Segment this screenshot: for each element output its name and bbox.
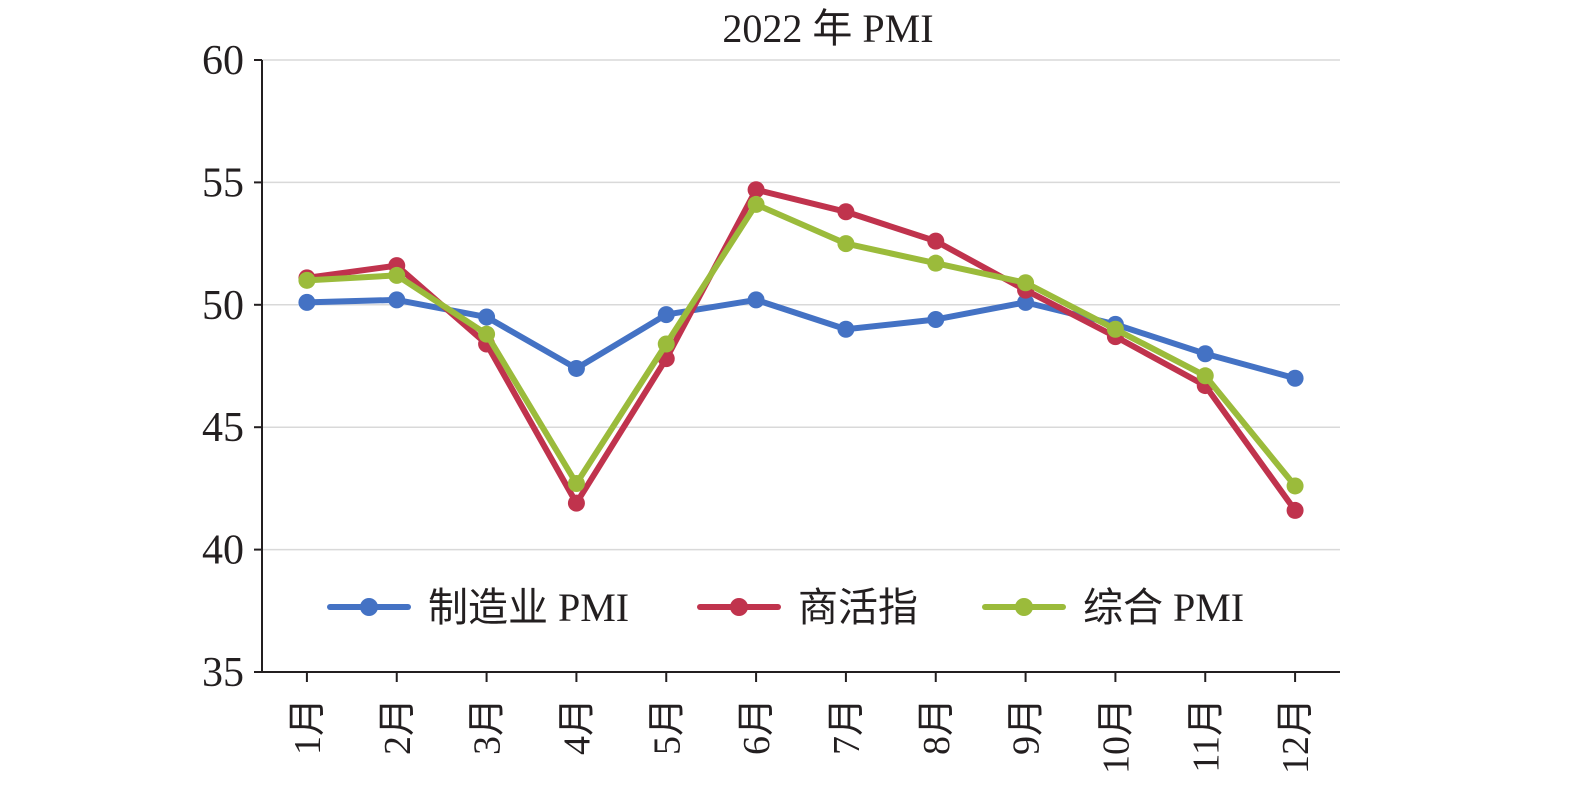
series-3 — [298, 195, 1304, 495]
data-point — [837, 235, 855, 253]
series-line — [303, 186, 1299, 514]
x-tick-label: 8月 — [916, 698, 958, 755]
x-tick-label: 1月 — [287, 698, 329, 755]
x-tick-label: 4月 — [556, 698, 598, 755]
legend: 制造业 PMI 商活指 综合 PMI — [327, 585, 1244, 630]
legend-label: 综合 PMI — [1083, 585, 1244, 630]
data-point — [1017, 274, 1035, 292]
data-point — [1106, 320, 1124, 338]
data-point — [1196, 367, 1214, 385]
legend-swatch-marker — [730, 598, 748, 616]
legend-item: 综合 PMI — [982, 585, 1244, 630]
data-point — [1196, 345, 1214, 363]
y-tick-label: 35 — [202, 650, 244, 696]
legend-item: 制造业 PMI — [327, 585, 629, 630]
x-tick-label: 10月 — [1095, 698, 1137, 774]
data-point — [1286, 369, 1304, 387]
data-point — [1286, 477, 1304, 495]
data-point — [747, 195, 765, 213]
data-point — [388, 266, 406, 284]
data-point — [837, 203, 855, 221]
data-point — [567, 494, 585, 512]
data-point — [1017, 293, 1035, 311]
x-tick-label: 12月 — [1275, 698, 1317, 774]
chart-title: 2022 年 PMI — [722, 6, 933, 51]
series-line — [303, 201, 1299, 489]
data-point — [657, 306, 675, 324]
series-1 — [298, 291, 1304, 387]
data-point — [837, 320, 855, 338]
data-point — [478, 325, 496, 343]
legend-label: 制造业 PMI — [428, 585, 629, 630]
series-lines — [298, 181, 1304, 519]
data-point — [567, 475, 585, 493]
data-point — [567, 359, 585, 377]
data-point — [927, 254, 945, 272]
x-tick-label: 3月 — [467, 698, 509, 755]
legend-swatch-marker — [360, 598, 378, 616]
y-tick-label: 50 — [202, 283, 244, 329]
data-point — [1286, 501, 1304, 519]
y-tick-label: 45 — [202, 405, 244, 451]
data-point — [298, 293, 316, 311]
series-line — [303, 296, 1299, 382]
x-tick-label: 11月 — [1185, 698, 1227, 773]
y-tick-label: 55 — [202, 160, 244, 206]
data-point — [298, 271, 316, 289]
data-point — [657, 335, 675, 353]
x-tick-label: 2月 — [377, 698, 419, 755]
x-tick-label: 9月 — [1006, 698, 1048, 755]
legend-label: 商活指 — [798, 585, 918, 630]
legend-swatch-marker — [1015, 598, 1033, 616]
y-tick-label: 40 — [202, 528, 244, 574]
data-point — [388, 291, 406, 309]
x-tick-label: 6月 — [736, 698, 778, 755]
x-tick-label: 5月 — [646, 698, 688, 755]
data-point — [927, 310, 945, 328]
legend-item: 商活指 — [697, 585, 918, 630]
x-tick-label: 7月 — [826, 698, 868, 755]
data-point — [478, 308, 496, 326]
data-point — [927, 232, 945, 250]
data-point — [747, 291, 765, 309]
data-point — [747, 181, 765, 199]
y-tick-label: 60 — [202, 38, 244, 84]
axes: 35 40 45 50 55 60 1月 2月 3月 4月 5月 6月 7月 8月 9月 10月 11月 12月 — [202, 38, 1340, 774]
